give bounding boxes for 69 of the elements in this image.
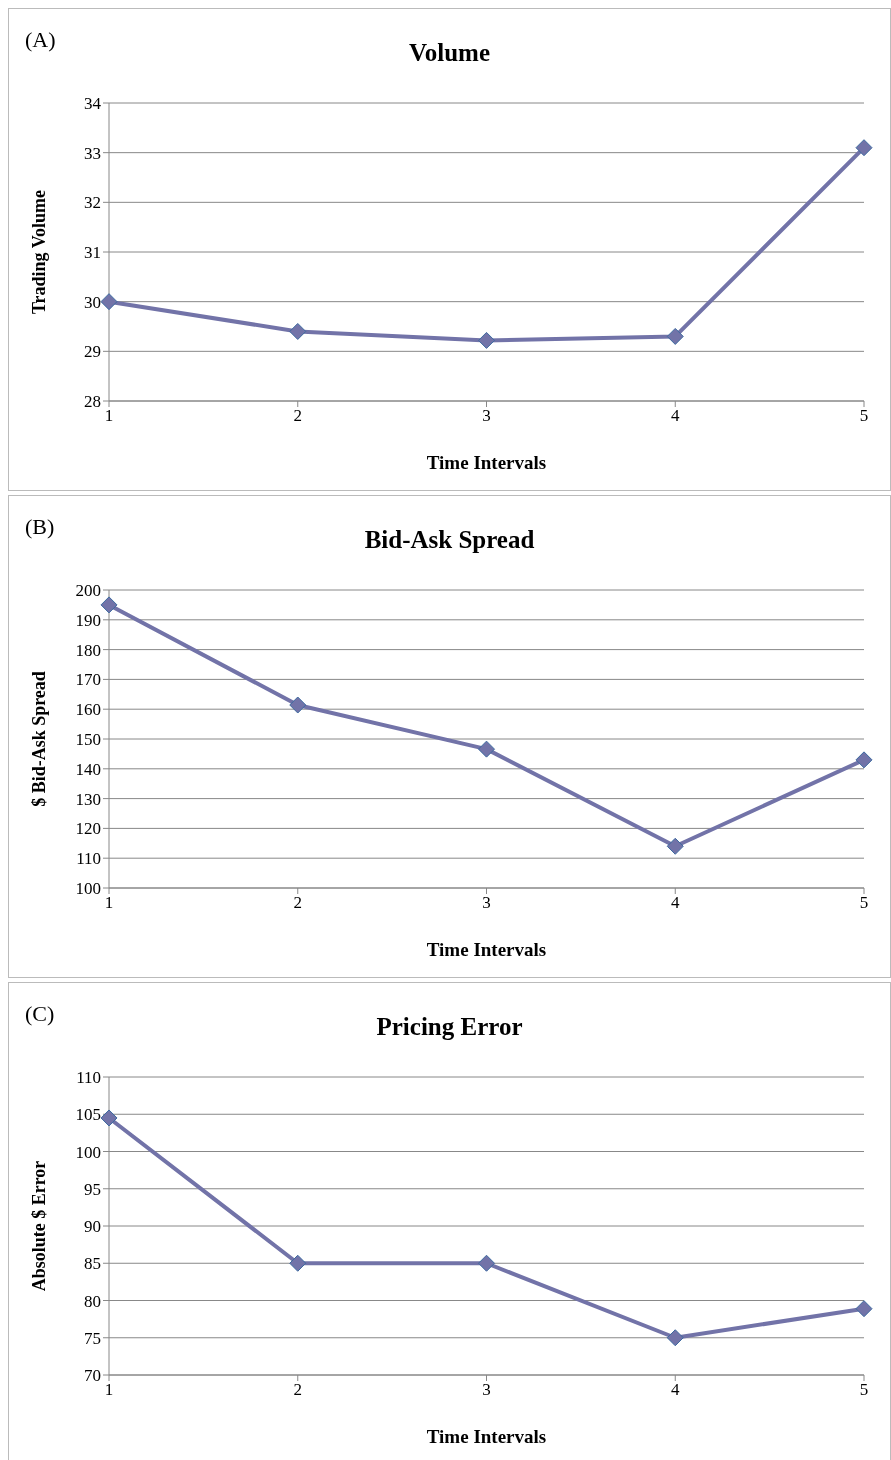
y-axis-title: Trading Volume	[29, 189, 50, 315]
x-tick-label: 4	[671, 893, 680, 913]
x-tick-label: 5	[859, 1380, 869, 1400]
x-tick-label: 3	[482, 893, 491, 913]
x-tick-label: 1	[104, 1380, 114, 1400]
x-tick-label: 2	[293, 893, 302, 913]
x-tick-label: 4	[671, 406, 680, 426]
y-tick-label: 140	[75, 759, 101, 779]
point	[855, 139, 873, 157]
x-tick-label: 3	[482, 406, 491, 426]
x-tick-label: 2	[293, 1380, 302, 1400]
y-tick-label: 95	[84, 1179, 101, 1199]
x-tick-label: 4	[671, 1380, 680, 1400]
y-tick-label: 150	[75, 730, 101, 750]
point	[289, 322, 307, 340]
point	[289, 696, 307, 714]
y-tick-label: 200	[75, 581, 101, 601]
text: (C)	[25, 1001, 55, 1027]
x-tick-label: 5	[859, 893, 869, 913]
text: (B)	[25, 514, 55, 540]
x-tick-label: 5	[859, 406, 869, 426]
chart-title: Bid-Ask Spread	[364, 526, 535, 553]
text: (A)	[25, 27, 56, 53]
y-tick-label: 180	[75, 640, 101, 660]
y-tick-label: 170	[75, 670, 101, 690]
y-tick-label: 75	[84, 1328, 101, 1348]
y-tick-label: 190	[75, 610, 101, 630]
point	[855, 1300, 873, 1318]
point	[100, 1109, 118, 1127]
y-tick-label: 34	[84, 94, 102, 114]
point	[666, 837, 684, 855]
y-tick-label: 80	[84, 1291, 101, 1311]
y-tick-label: 33	[84, 143, 101, 163]
point	[478, 331, 495, 349]
x-axis-title: Time Intervals	[426, 452, 547, 473]
point	[478, 740, 495, 758]
y-tick-label: 32	[84, 193, 101, 213]
y-axis-title: Absolute $ Error	[29, 1160, 50, 1292]
y-tick-label: 160	[75, 700, 101, 720]
y-tick-label: 100	[75, 1142, 101, 1162]
point	[100, 596, 118, 614]
y-tick-label: 110	[76, 849, 101, 869]
point	[100, 293, 118, 311]
y-tick-label: 70	[84, 1366, 101, 1386]
x-axis-title: Time Intervals	[426, 939, 547, 960]
x-tick-label: 3	[482, 1380, 491, 1400]
y-tick-label: 110	[76, 1068, 101, 1088]
chart-title: Pricing Error	[376, 1013, 523, 1040]
x-tick-label: 2	[293, 406, 302, 426]
y-tick-label: 100	[75, 879, 101, 899]
y-axis-title: $ Bid-Ask Spread	[29, 671, 50, 807]
y-tick-label: 30	[84, 292, 101, 312]
point	[289, 1254, 307, 1272]
x-axis-title: Time Intervals	[426, 1426, 547, 1447]
x-tick-label: 1	[104, 406, 114, 426]
chart-title: Volume	[408, 39, 491, 66]
y-tick-label: 130	[75, 789, 101, 809]
y-tick-label: 29	[84, 342, 101, 362]
point	[666, 1329, 684, 1347]
y-tick-label: 85	[84, 1254, 101, 1274]
point	[478, 1254, 495, 1272]
y-tick-label: 31	[84, 243, 101, 263]
y-tick-label: 28	[84, 392, 101, 412]
point	[855, 751, 873, 769]
point	[666, 327, 684, 345]
y-tick-label: 105	[75, 1105, 101, 1125]
y-tick-label: 120	[75, 819, 101, 839]
y-tick-label: 90	[84, 1217, 101, 1237]
x-tick-label: 1	[104, 893, 114, 913]
